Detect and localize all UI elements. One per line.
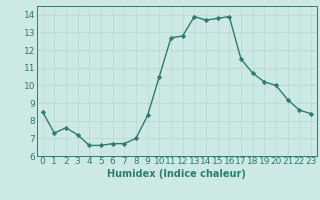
X-axis label: Humidex (Indice chaleur): Humidex (Indice chaleur): [108, 169, 246, 179]
